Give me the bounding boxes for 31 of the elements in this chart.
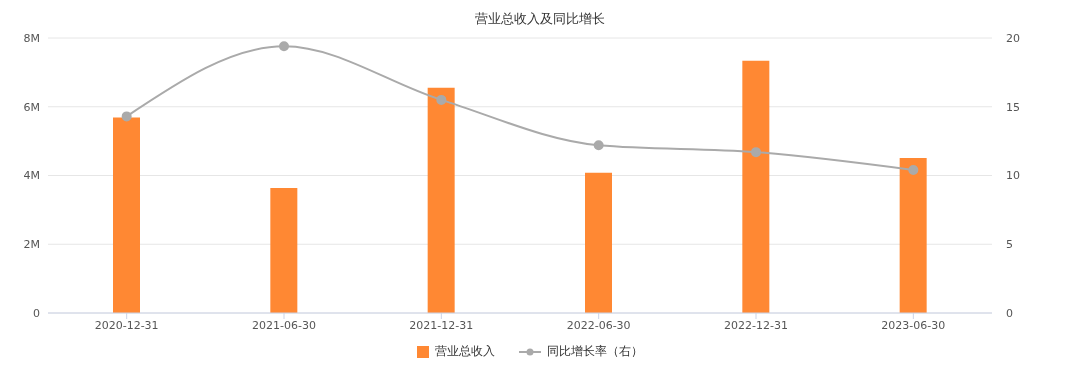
legend-label: 营业总收入 bbox=[435, 343, 495, 360]
x-tick-label: 2021-06-30 bbox=[252, 318, 316, 332]
y2-tick-label: 5 bbox=[1006, 238, 1013, 252]
bar bbox=[427, 87, 455, 313]
y-tick-label: 8M bbox=[23, 31, 40, 45]
bar bbox=[742, 60, 770, 313]
y-tick-label: 6M bbox=[23, 100, 40, 114]
point bbox=[593, 140, 604, 151]
bar bbox=[585, 172, 612, 313]
y2-tick-label: 0 bbox=[1006, 306, 1013, 320]
x-tick-label: 2020-12-31 bbox=[94, 318, 159, 332]
point bbox=[121, 111, 132, 122]
y2-tick-label: 20 bbox=[1006, 31, 1020, 45]
y2-tick-label: 15 bbox=[1006, 100, 1020, 114]
x-tick-label: 2022-06-30 bbox=[566, 318, 631, 332]
x-tick-label: 2023-06-30 bbox=[881, 318, 946, 332]
y-tick-label: 4M bbox=[23, 169, 40, 183]
point bbox=[908, 165, 919, 175]
point bbox=[279, 41, 289, 52]
chart-title: 营业总收入及同比增长 bbox=[474, 10, 606, 28]
point bbox=[436, 94, 447, 105]
legend-label: 同比增长率（右） bbox=[547, 343, 643, 360]
y-tick-label: 2M bbox=[23, 238, 40, 252]
x-tick-label: 2021-12-31 bbox=[409, 318, 474, 332]
bar bbox=[899, 157, 927, 313]
y2-tick-label: 10 bbox=[1006, 169, 1020, 183]
point bbox=[751, 147, 761, 158]
bar bbox=[270, 187, 298, 313]
y-tick-label: 0 bbox=[33, 306, 40, 320]
x-tick-label: 2022-12-31 bbox=[724, 318, 788, 332]
bar bbox=[113, 117, 140, 313]
